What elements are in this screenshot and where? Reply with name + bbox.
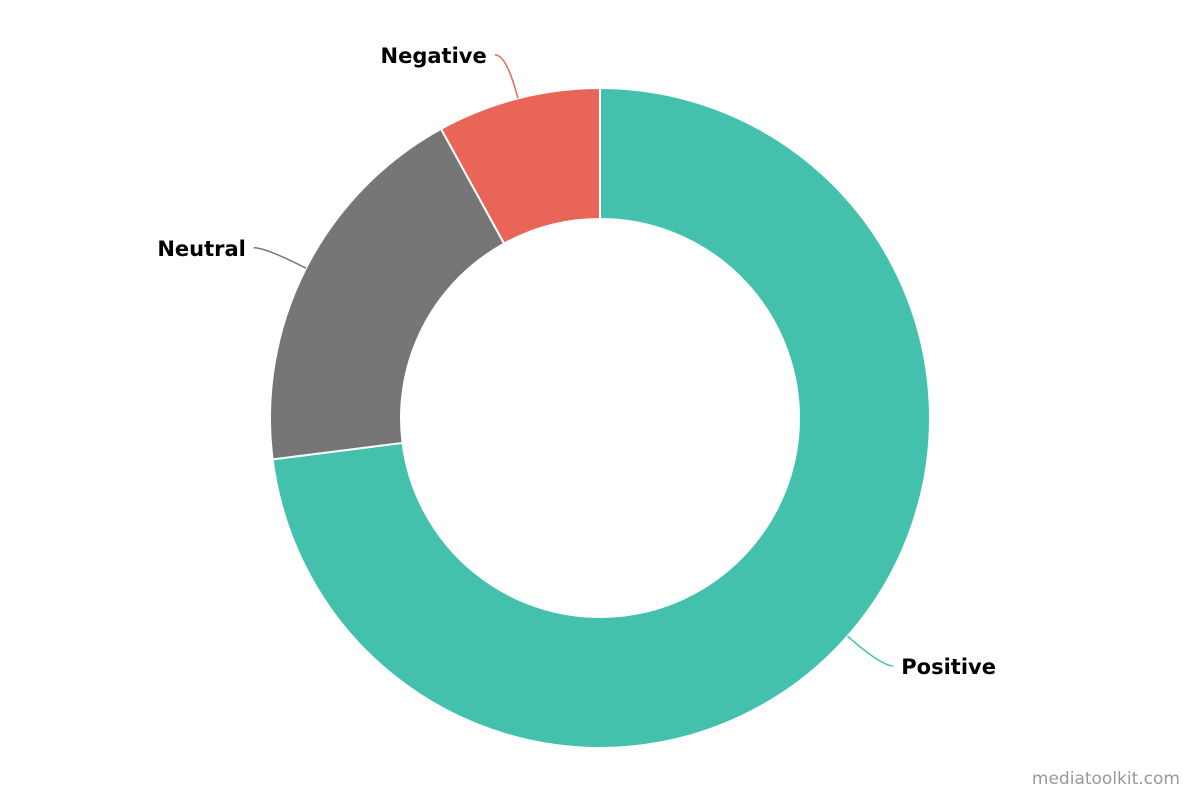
credit: mediatoolkit.com [1032,769,1180,789]
leader-line [847,635,894,667]
slice [269,127,506,461]
slice [271,86,931,749]
slice-label: Positive [901,655,996,679]
leader-line [494,54,519,99]
leader-line [253,247,307,269]
slice-label: Negative [381,44,487,68]
slice [439,86,601,245]
slice-label: Neutral [157,237,246,261]
